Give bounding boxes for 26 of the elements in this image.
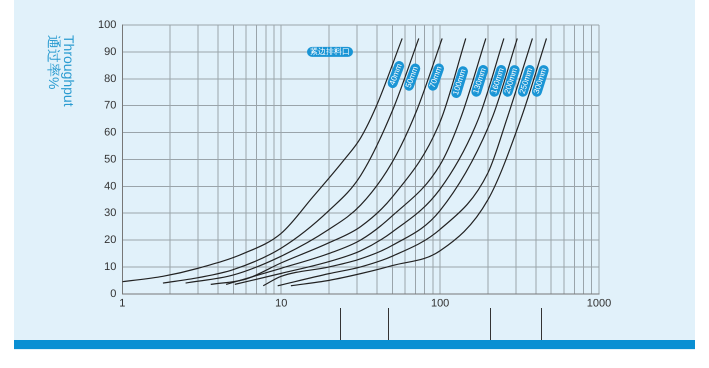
text: 70mm — [428, 64, 444, 89]
text: 200mm — [502, 66, 520, 95]
y-tick-label: 90 — [104, 46, 116, 58]
text: 40mm — [387, 62, 404, 86]
y-axis-title: Throughput 通过率% — [46, 35, 77, 109]
text: 160mm — [489, 66, 506, 95]
y-tick-label: 100 — [98, 19, 116, 32]
x-tick-label: 1000 — [586, 297, 612, 310]
y-tick-label: 30 — [104, 207, 116, 220]
y-tick-label: 20 — [104, 234, 116, 246]
x-tick-label: 10 — [275, 297, 288, 310]
y-tick-label: 60 — [104, 126, 116, 139]
y-tick-label: 50 — [104, 153, 116, 166]
legend-title: 紧边排料口 — [310, 47, 350, 56]
y-tick-label: 70 — [104, 100, 116, 112]
y-tick-label: 0 — [110, 288, 116, 300]
text: 50mm — [404, 64, 420, 90]
text: 250mm — [518, 66, 534, 95]
text: 300mm — [532, 66, 548, 95]
y-tick-label: 80 — [104, 72, 116, 85]
text: 130mm — [471, 66, 488, 95]
x-tick-label: 1 — [119, 297, 126, 310]
text: 100mm — [451, 68, 468, 96]
y-tick-label: 40 — [104, 180, 116, 192]
x-tick-label: 100 — [430, 297, 450, 310]
y-tick-label: 10 — [104, 260, 116, 273]
